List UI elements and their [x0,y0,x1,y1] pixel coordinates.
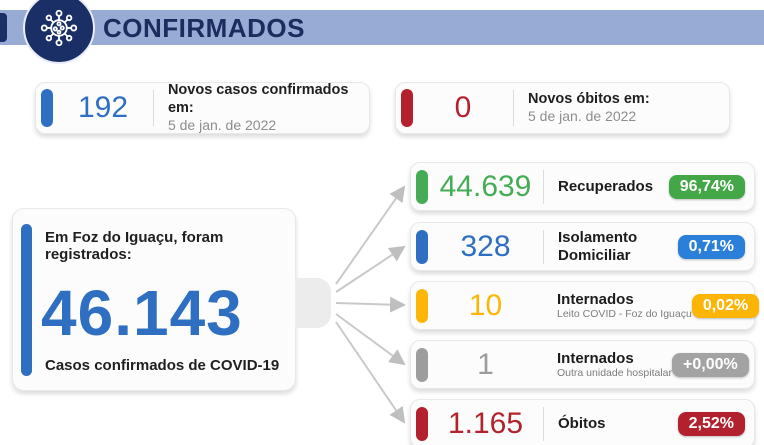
divider [513,90,514,126]
recovered-label: Recuperados [558,177,654,195]
recovered-value: 44.639 [439,169,532,203]
new-deaths-label: Novos óbitos em: [528,91,650,108]
hospitalized-covid-sublabel: Leito COVID - Foz do Iguaçu [557,307,692,320]
hospitalized-other-accent-pill [416,347,428,382]
hospitalized-other-percentage-badge: +0,00% [672,352,749,377]
total-cases-value: 46.143 [41,277,243,349]
recovered-text: Recuperados [544,178,653,195]
deaths-row: 1.165 Óbitos 2,52% [410,399,755,445]
recovered-accent-pill [416,169,428,204]
new-cases-card: 192 Novos casos confirmados em: 5 de jan… [35,82,370,134]
home-isolation-label: Isolamento Domiciliar [558,229,638,264]
divider [543,229,544,264]
hospitalized-other-text: Internados Outra unidade hospitalar [543,350,672,380]
recovered-percentage-badge: 96,74% [668,174,745,199]
new-deaths-text: Novos óbitos em: 5 de jan. de 2022 [514,90,650,126]
total-cases-card: Em Foz do Iguaçu, foram registrados: 46.… [12,208,296,391]
hospitalized-other-label: Internados [557,349,634,367]
new-cases-date: 5 de jan. de 2022 [167,117,277,134]
divider [543,406,544,441]
header-bar [0,10,764,45]
new-cases-label: Novos casos confirmados em: [167,82,349,117]
deaths-text: Óbitos [544,415,606,432]
home-isolation-value: 328 [460,229,511,263]
new-cases-accent-pill [41,89,53,127]
hospitalized-covid-accent-pill [416,288,428,323]
header-left-accent [0,13,7,42]
home-isolation-accent-pill [416,229,428,264]
home-isolation-text: Isolamento Domiciliar [544,229,668,264]
hospitalized-other-value: 1 [477,347,494,381]
recovered-row: 44.639 Recuperados 96,74% [410,162,755,211]
home-isolation-row: 328 Isolamento Domiciliar 0,71% [410,222,755,271]
deaths-value: 1.165 [447,406,524,440]
divider [543,169,544,204]
total-cases-caption: Casos confirmados de COVID-19 [45,357,280,374]
virus-icon [23,0,95,64]
divider [153,90,154,126]
new-deaths-accent-pill [401,89,413,127]
hospitalized-covid-text: Internados Leito COVID - Foz do Iguaçu [543,291,692,321]
total-cases-intro: Em Foz do Iguaçu, foram registrados: [45,229,224,263]
hospitalized-covid-label: Internados [557,290,634,308]
total-cases-accent-pill [21,224,32,376]
deaths-label: Óbitos [558,414,606,432]
hospitalized-other-row: 1 Internados Outra unidade hospitalar +0… [410,340,755,389]
hospitalized-other-sublabel: Outra unidade hospitalar [557,366,672,379]
page-title: CONFIRMADOS [103,13,305,43]
new-deaths-card: 0 Novos óbitos em: 5 de jan. de 2022 [395,82,730,134]
home-isolation-percentage-badge: 0,71% [677,234,745,259]
new-cases-text: Novos casos confirmados em: 5 de jan. de… [154,81,369,135]
hospitalized-covid-row: 10 Internados Leito COVID - Foz do Iguaç… [410,281,760,330]
deaths-percentage-badge: 2,52% [677,411,745,436]
deaths-accent-pill [416,406,428,441]
connector-stub [295,278,331,328]
new-cases-value: 192 [77,91,129,124]
new-deaths-value: 0 [454,91,472,124]
new-deaths-date: 5 de jan. de 2022 [528,108,637,125]
hospitalized-covid-value: 10 [468,288,503,322]
hospitalized-covid-percentage-badge: 0,02% [691,293,760,318]
